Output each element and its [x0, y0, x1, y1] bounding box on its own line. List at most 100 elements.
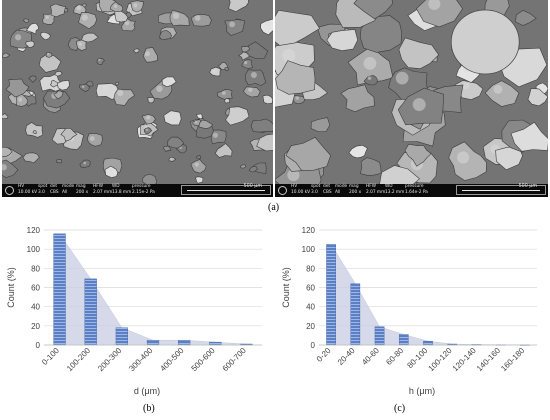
sem-particle-highlight — [172, 12, 180, 20]
sem-particle-highlight — [428, 0, 441, 10]
x-tick-label: 200-300 — [96, 346, 124, 374]
sem-particle-highlight — [229, 21, 236, 28]
sem-particle-highlight — [78, 42, 83, 46]
sem-particle — [228, 0, 249, 13]
sem-particles-left — [2, 0, 273, 187]
sem-particle — [57, 79, 70, 91]
bar — [374, 326, 385, 346]
y-tick-label: 0 — [311, 341, 316, 350]
sem-particle-highlight — [98, 58, 101, 61]
sem-particle — [241, 46, 251, 53]
scale-bar: 500 μm — [181, 184, 271, 195]
bar — [209, 341, 222, 346]
sem-particle — [190, 13, 212, 27]
sem-particle — [242, 86, 261, 98]
sem-particle-highlight — [194, 14, 201, 21]
sem-particle — [60, 128, 78, 142]
sem-particle-highlight — [295, 96, 300, 100]
sem-particle-highlight — [149, 98, 151, 100]
bar — [53, 233, 66, 346]
sem-particle-highlight — [363, 56, 377, 70]
sem-particle-highlight — [81, 85, 85, 88]
sem-particle — [240, 164, 247, 169]
x-tick-label: 600-700 — [221, 346, 249, 374]
sem-particle — [147, 97, 155, 104]
sem-det: CBS — [50, 189, 59, 195]
sem-particle-highlight — [195, 120, 198, 123]
bar — [146, 340, 160, 346]
sem-particle — [115, 81, 120, 86]
sem-particle — [56, 158, 62, 164]
x-axis-label: d (μm) — [134, 386, 160, 396]
sem-particle — [141, 114, 156, 126]
sem-hfw: 2.07 mm — [366, 189, 386, 195]
sem-particle-highlight — [102, 84, 110, 92]
sem-particle-highlight — [81, 14, 88, 21]
bar — [115, 327, 128, 346]
sem-particle-highlight — [248, 87, 253, 92]
sem-particle — [81, 32, 99, 43]
sem-particle-large — [450, 9, 520, 75]
sem-mag: 200 x — [349, 189, 362, 195]
sem-particle — [326, 29, 359, 52]
sem-particle — [22, 18, 30, 23]
x-tick-label: 0-100 — [40, 346, 61, 367]
sem-particle-highlight — [76, 5, 82, 11]
x-tick-label: 20-40 — [336, 346, 357, 367]
sem-particle — [114, 10, 129, 23]
x-axis-label: h (μm) — [409, 386, 435, 396]
y-tick-label: 60 — [31, 284, 40, 293]
bar — [350, 283, 361, 346]
sem-particle-highlight — [367, 76, 372, 80]
panel-a-label: (a) — [268, 202, 280, 213]
sem-particle-highlight — [250, 71, 257, 79]
sem-particle — [225, 106, 250, 126]
sem-particle-highlight — [194, 162, 199, 167]
sem-particle — [79, 83, 91, 92]
y-tick-label: 80 — [31, 264, 40, 273]
scale-bar-label: 500 μm — [243, 184, 262, 189]
sem-particle — [86, 80, 94, 87]
y-tick-label: 40 — [306, 303, 315, 312]
x-tick-label: 100-200 — [65, 346, 93, 374]
bar — [178, 340, 191, 346]
microscope-logo-icon — [5, 186, 14, 195]
sem-particle — [32, 129, 37, 135]
sem-particle-highlight — [108, 168, 114, 174]
sem-particle-highlight — [27, 41, 31, 45]
sem-particle-highlight — [124, 20, 130, 26]
sem-particle — [275, 9, 321, 46]
y-tick-label: 100 — [27, 245, 41, 254]
distribution-envelope — [53, 233, 253, 346]
y-tick-label: 120 — [302, 226, 316, 235]
sem-particle-highlight — [45, 15, 49, 20]
sem-mode: All — [62, 189, 68, 195]
sem-particle — [53, 90, 64, 100]
sem-particle — [159, 30, 172, 41]
sem-particles-right — [275, 0, 548, 197]
y-tick-label: 20 — [31, 322, 40, 331]
sem-particle — [190, 159, 207, 174]
y-tick-label: 60 — [306, 284, 315, 293]
sem-particle-highlight — [212, 69, 216, 73]
sem-particle — [195, 155, 202, 160]
sem-det: CBS — [323, 189, 332, 195]
sem-particle-highlight — [144, 51, 150, 57]
sem-particle-highlight — [110, 15, 115, 20]
sem-particle-highlight — [265, 21, 271, 27]
chart-c: 0 20 40 60 80 100 120 0-20 20-40 40-60 60-80 80-100… — [275, 218, 550, 402]
microscope-logo-icon — [278, 186, 287, 195]
sem-particle-highlight — [15, 34, 22, 41]
x-tick-label: 100-120 — [427, 346, 455, 374]
sem-particle — [224, 67, 230, 71]
sem-particle — [353, 0, 394, 20]
sem-particle — [285, 137, 332, 171]
sem-particle-highlight — [135, 49, 137, 51]
x-tick-label: 120-140 — [451, 346, 479, 374]
sem-particle — [16, 93, 29, 107]
sem-particle-highlight — [212, 132, 218, 138]
sem-particle-highlight — [89, 136, 95, 141]
sem-particle — [363, 75, 378, 86]
y-tick-label: 80 — [306, 264, 315, 273]
sem-particle-highlight — [457, 151, 470, 164]
